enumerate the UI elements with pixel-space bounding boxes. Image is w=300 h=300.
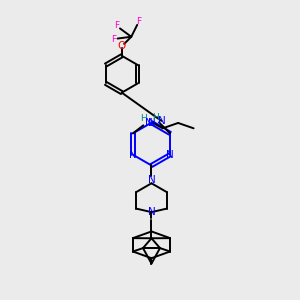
- Text: N: N: [148, 175, 155, 185]
- Text: F: F: [114, 21, 120, 30]
- Text: H: H: [152, 113, 158, 122]
- Text: F: F: [136, 17, 141, 26]
- Text: N: N: [146, 118, 153, 128]
- Text: N: N: [129, 150, 137, 160]
- Text: N: N: [148, 207, 155, 217]
- Text: N: N: [166, 150, 174, 160]
- Text: H: H: [141, 114, 147, 123]
- Text: N: N: [158, 116, 165, 126]
- Text: F: F: [112, 34, 117, 43]
- Text: N: N: [148, 118, 155, 128]
- Text: O: O: [118, 41, 126, 51]
